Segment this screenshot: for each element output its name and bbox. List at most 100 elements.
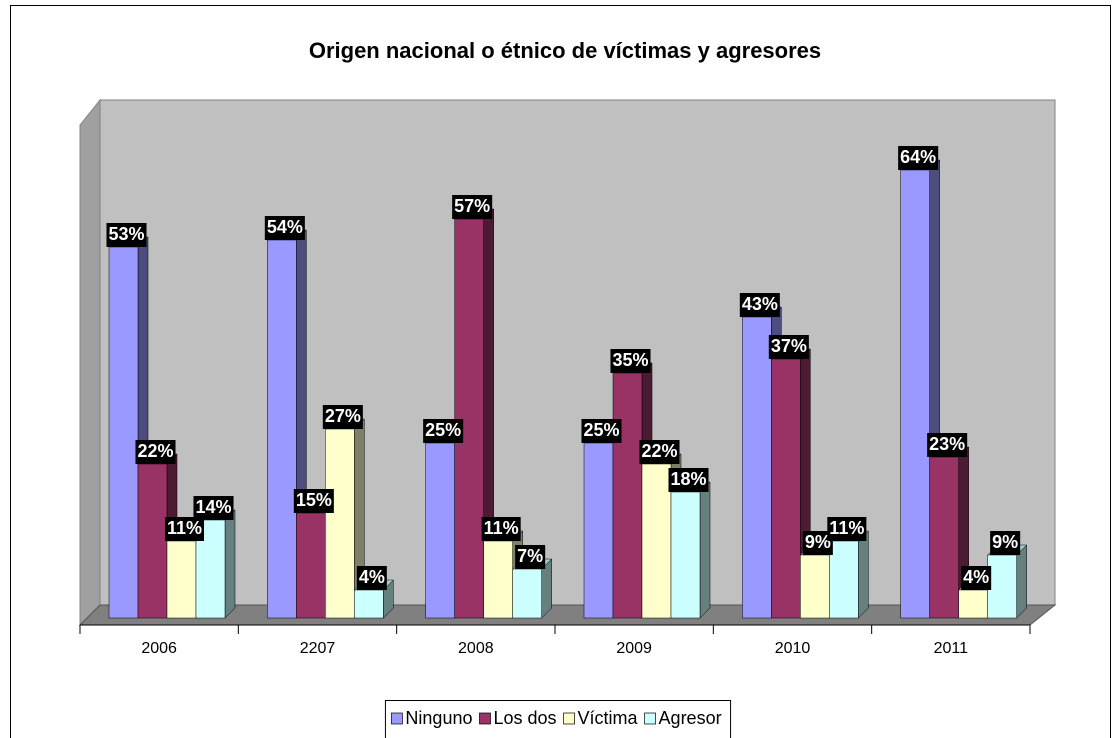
data-label-bg	[293, 489, 334, 513]
bar	[166, 540, 197, 619]
bar-side	[699, 481, 711, 619]
data-label-bg	[927, 433, 968, 457]
legend-swatch	[391, 712, 403, 725]
data-label: 25%	[583, 420, 619, 440]
x-tick-label: 2010	[775, 640, 811, 657]
data-label-group: 11%	[481, 517, 521, 541]
data-label-bg	[990, 531, 1021, 555]
data-label: 35%	[612, 350, 648, 370]
data-label-group: 18%	[668, 468, 709, 492]
data-label: 22%	[137, 441, 173, 461]
data-label: 25%	[425, 420, 461, 440]
data-label-bg	[322, 405, 363, 429]
bar	[425, 442, 455, 619]
data-label-bg	[610, 349, 651, 373]
data-label: 9%	[805, 532, 831, 552]
data-label-bg	[135, 440, 176, 464]
data-label-group: 4%	[961, 566, 992, 590]
bar	[800, 554, 830, 619]
bar	[829, 540, 859, 619]
bar	[512, 568, 542, 619]
data-label-bg	[961, 566, 992, 590]
x-tick-label: 2006	[141, 640, 177, 657]
legend-swatch	[479, 712, 491, 725]
bar	[900, 169, 930, 619]
data-label: 18%	[670, 469, 706, 489]
legend-label: Víctima	[578, 708, 639, 728]
data-label-bg	[515, 545, 546, 569]
data-label-bg	[639, 440, 680, 464]
data-label: 54%	[267, 217, 303, 237]
data-label-group: 22%	[135, 440, 176, 464]
bar	[670, 491, 701, 619]
bar	[771, 358, 801, 619]
data-label: 11%	[829, 518, 864, 538]
data-label-group: 9%	[990, 531, 1021, 555]
data-label-group: 14%	[193, 496, 234, 520]
data-label-group: 23%	[927, 433, 968, 457]
data-label-group: 54%	[264, 216, 305, 240]
data-label-bg	[768, 335, 809, 359]
bar-side	[224, 509, 236, 619]
data-label: 23%	[929, 434, 965, 454]
data-label-group: 57%	[452, 195, 493, 219]
data-label: 64%	[900, 147, 936, 167]
data-label-bg	[356, 566, 387, 590]
data-label: 4%	[963, 567, 989, 587]
data-label: 11%	[484, 518, 519, 538]
bar	[742, 316, 772, 619]
x-tick-label: 2207	[300, 640, 336, 657]
data-label-group: 43%	[739, 293, 780, 317]
chart-title: Origen nacional o étnico de víctimas y a…	[309, 38, 821, 63]
data-label-bg	[668, 468, 709, 492]
data-label-bg	[164, 517, 205, 541]
data-label: 14%	[195, 497, 231, 517]
data-label-bg	[193, 496, 234, 520]
bar	[325, 428, 355, 619]
data-label-bg	[423, 419, 464, 443]
data-label-group: 35%	[610, 349, 651, 373]
data-label: 11%	[167, 518, 202, 538]
x-tick-label: 2009	[616, 640, 652, 657]
data-label-group: 25%	[581, 419, 622, 443]
legend-swatch	[563, 712, 575, 725]
bar	[454, 218, 484, 619]
bar	[641, 463, 672, 619]
data-label: 27%	[325, 406, 361, 426]
bar	[267, 239, 297, 619]
data-label-group: 64%	[898, 146, 939, 170]
bar	[483, 540, 513, 619]
data-label-bg	[827, 517, 867, 541]
data-label-group: 15%	[293, 489, 334, 513]
x-tick-label: 2011	[934, 640, 969, 657]
data-label-group: 27%	[322, 405, 363, 429]
legend-box	[384, 700, 732, 738]
x-tick-label: 2008	[458, 640, 494, 657]
data-label-bg	[264, 216, 305, 240]
bar	[137, 463, 168, 619]
legend-label: Ninguno	[405, 708, 472, 728]
bar-side	[1016, 544, 1027, 619]
bar-side	[858, 530, 869, 619]
data-label: 4%	[359, 567, 385, 587]
data-label-bg	[739, 293, 780, 317]
side-wall	[79, 98, 101, 627]
data-label-group: 53%	[106, 223, 147, 247]
data-label-group: 4%	[356, 566, 387, 590]
data-label-group: 7%	[515, 545, 546, 569]
bar	[108, 246, 139, 619]
legend-label: Agresor	[659, 708, 722, 728]
legend-label: Los dos	[493, 708, 556, 728]
data-label: 15%	[296, 490, 332, 510]
bar	[929, 456, 959, 619]
data-label-group: 25%	[423, 419, 464, 443]
data-label-group: 37%	[768, 335, 809, 359]
data-label-group: 22%	[639, 440, 680, 464]
data-label-bg	[581, 419, 622, 443]
data-label-bg	[106, 223, 147, 247]
data-label-bg	[898, 146, 939, 170]
data-label: 43%	[742, 294, 778, 314]
bar	[354, 589, 384, 619]
bar	[987, 554, 1017, 619]
